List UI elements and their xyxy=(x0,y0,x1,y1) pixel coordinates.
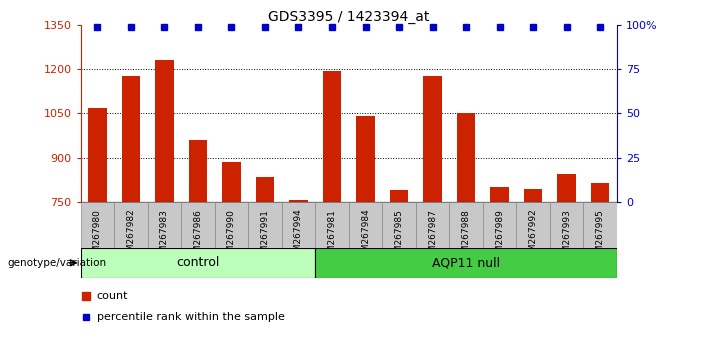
Text: count: count xyxy=(97,291,128,301)
Text: percentile rank within the sample: percentile rank within the sample xyxy=(97,312,285,322)
Text: GSM267993: GSM267993 xyxy=(562,209,571,264)
Bar xyxy=(248,202,282,248)
Bar xyxy=(457,113,475,202)
Bar xyxy=(591,183,609,202)
Text: GSM267985: GSM267985 xyxy=(395,209,404,264)
Bar xyxy=(382,202,416,248)
Bar xyxy=(282,202,315,248)
Bar xyxy=(557,174,576,202)
Bar xyxy=(148,202,181,248)
Bar xyxy=(483,202,517,248)
Bar xyxy=(155,60,174,202)
Text: genotype/variation: genotype/variation xyxy=(7,258,106,268)
Bar xyxy=(583,202,617,248)
Bar xyxy=(315,202,349,248)
Text: GSM267986: GSM267986 xyxy=(193,209,203,264)
Bar xyxy=(322,70,341,202)
Text: GSM267991: GSM267991 xyxy=(261,209,269,264)
Text: GSM267994: GSM267994 xyxy=(294,209,303,263)
Bar xyxy=(524,188,543,202)
Title: GDS3395 / 1423394_at: GDS3395 / 1423394_at xyxy=(268,10,430,24)
Text: GSM267980: GSM267980 xyxy=(93,209,102,264)
Bar xyxy=(81,202,114,248)
Bar xyxy=(349,202,382,248)
Text: GSM267984: GSM267984 xyxy=(361,209,370,263)
Bar xyxy=(215,202,248,248)
Text: GSM267982: GSM267982 xyxy=(126,209,135,263)
Text: GSM267990: GSM267990 xyxy=(227,209,236,264)
Text: GSM267992: GSM267992 xyxy=(529,209,538,263)
Bar xyxy=(423,76,442,202)
Bar xyxy=(81,248,315,278)
Bar xyxy=(189,140,207,202)
Text: control: control xyxy=(176,256,219,269)
Bar xyxy=(315,248,617,278)
Bar xyxy=(290,200,308,202)
Bar xyxy=(114,202,148,248)
Bar xyxy=(256,177,274,202)
Bar xyxy=(88,108,107,202)
Bar xyxy=(416,202,449,248)
Text: GSM267995: GSM267995 xyxy=(596,209,605,264)
Bar xyxy=(122,76,140,202)
Text: GSM267989: GSM267989 xyxy=(495,209,504,264)
Text: GSM267981: GSM267981 xyxy=(327,209,336,264)
Text: GSM267987: GSM267987 xyxy=(428,209,437,264)
Bar xyxy=(390,190,408,202)
Bar xyxy=(356,116,375,202)
Bar xyxy=(449,202,483,248)
Text: AQP11 null: AQP11 null xyxy=(432,256,500,269)
Bar xyxy=(517,202,550,248)
Text: GSM267983: GSM267983 xyxy=(160,209,169,264)
Bar xyxy=(491,187,509,202)
Text: GSM267988: GSM267988 xyxy=(461,209,470,264)
Bar xyxy=(181,202,215,248)
Bar xyxy=(550,202,583,248)
Bar xyxy=(222,162,240,202)
